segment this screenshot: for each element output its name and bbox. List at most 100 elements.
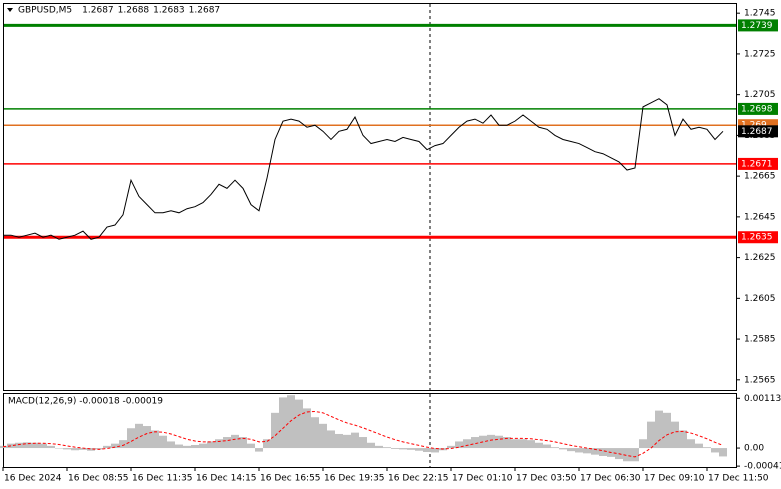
level-label: 1.2698 — [741, 104, 773, 114]
macd-bar — [95, 448, 103, 450]
macd-bar — [103, 445, 111, 449]
y-tick-label: 1.2705 — [744, 90, 776, 100]
x-tick-label: 16 Dec 19:35 — [324, 474, 385, 484]
macd-bar — [15, 442, 23, 449]
macd-bar — [63, 448, 71, 450]
level-label-bg — [738, 157, 778, 170]
macd-bar — [23, 442, 31, 449]
macd-bar — [455, 441, 463, 449]
macd-bar — [239, 437, 247, 449]
y-tick-label: 0.00113 — [744, 394, 781, 404]
macd-bar — [631, 448, 639, 462]
macd-bar — [79, 448, 87, 450]
ohlc-value: 1.2687 — [82, 6, 114, 16]
x-tick-label: 17 Dec 03:50 — [516, 474, 577, 484]
level-label: 1.2635 — [741, 233, 773, 243]
x-tick-label: 16 Dec 2024 — [4, 474, 62, 484]
macd-bar — [383, 447, 391, 449]
macd-bar — [327, 430, 335, 449]
x-tick-label: 16 Dec 11:35 — [132, 474, 193, 484]
macd-bar — [423, 448, 431, 453]
y-tick-label: -0.00041 — [744, 462, 781, 472]
x-tick-label: 16 Dec 08:55 — [68, 474, 129, 484]
ohlc-value: 1.2687 — [189, 6, 221, 16]
macd-bar — [7, 443, 15, 449]
macd-bar — [655, 410, 663, 449]
macd-bar — [215, 439, 223, 449]
macd-bar — [663, 412, 671, 449]
level-label-bg — [738, 102, 778, 115]
macd-bar — [143, 426, 151, 449]
macd-bar — [367, 442, 375, 449]
price-line — [3, 98, 724, 240]
x-tick-label: 16 Dec 14:15 — [196, 474, 257, 484]
macd-bar — [463, 439, 471, 449]
macd-bar — [135, 423, 143, 449]
macd-bar — [199, 443, 207, 449]
macd-bar — [551, 447, 559, 449]
macd-bar — [495, 435, 503, 449]
macd-bar — [519, 439, 527, 449]
y-tick-label: 1.2745 — [744, 9, 776, 19]
macd-bar — [703, 447, 711, 449]
macd-bar — [287, 395, 295, 449]
macd-bar — [175, 444, 183, 449]
ohlc-value: 1.2688 — [118, 6, 150, 16]
y-tick-label: 1.2625 — [744, 253, 776, 263]
macd-bar — [359, 437, 367, 449]
macd-bar — [311, 417, 319, 449]
macd-bar — [335, 433, 343, 449]
macd-bar — [87, 448, 95, 451]
macd-bar — [447, 445, 455, 449]
macd-bar — [431, 448, 439, 453]
macd-bar — [711, 448, 719, 453]
x-tick-label: 17 Dec 01:10 — [452, 474, 513, 484]
macd-bar — [407, 448, 415, 450]
macd-bar — [71, 448, 79, 451]
macd-bar — [167, 441, 175, 449]
macd-bar — [399, 448, 407, 450]
macd-bar — [687, 439, 695, 449]
macd-bar — [567, 448, 575, 452]
macd-bar — [247, 443, 255, 449]
macd-bar — [719, 448, 727, 457]
macd-bar — [671, 421, 679, 449]
macd-bar — [487, 434, 495, 449]
macd-bar — [679, 430, 687, 449]
level-label-bg — [738, 125, 778, 138]
macd-bar — [271, 412, 279, 449]
y-tick-label: 1.2645 — [744, 212, 776, 222]
macd-bar — [31, 442, 39, 449]
menu-icon — [7, 8, 13, 12]
signal-line — [2, 410, 724, 458]
macd-bar — [295, 399, 303, 449]
macd-bar — [583, 448, 591, 454]
level-label: 1.2687 — [741, 127, 773, 137]
x-tick-label: 17 Dec 11:50 — [708, 474, 769, 484]
y-tick-label: 0.00 — [744, 444, 764, 454]
x-tick-label: 17 Dec 09:10 — [644, 474, 705, 484]
macd-bar — [503, 437, 511, 449]
symbol-title: GBPUSD,M5 — [18, 6, 72, 16]
level-label-bg — [738, 231, 778, 244]
x-tick-label: 16 Dec 22:15 — [388, 474, 449, 484]
macd-bar — [695, 443, 703, 449]
macd-bar — [279, 397, 287, 449]
macd-bar — [231, 434, 239, 449]
macd-bar — [543, 444, 551, 449]
macd-title: MACD(12,26,9) -0.00018 -0.00019 — [8, 397, 163, 407]
macd-bar — [151, 430, 159, 449]
macd-bar — [351, 432, 359, 449]
macd-bar — [343, 434, 351, 449]
macd-bar — [159, 435, 167, 449]
macd-bar — [471, 437, 479, 449]
level-label: 1.2671 — [741, 159, 773, 169]
macd-bar — [223, 437, 231, 449]
macd-panel — [3, 393, 737, 468]
y-tick-label: 1.2585 — [744, 335, 776, 345]
ohlc-value: 1.2683 — [153, 6, 185, 16]
macd-bar — [255, 448, 263, 452]
macd-bar — [47, 445, 55, 449]
